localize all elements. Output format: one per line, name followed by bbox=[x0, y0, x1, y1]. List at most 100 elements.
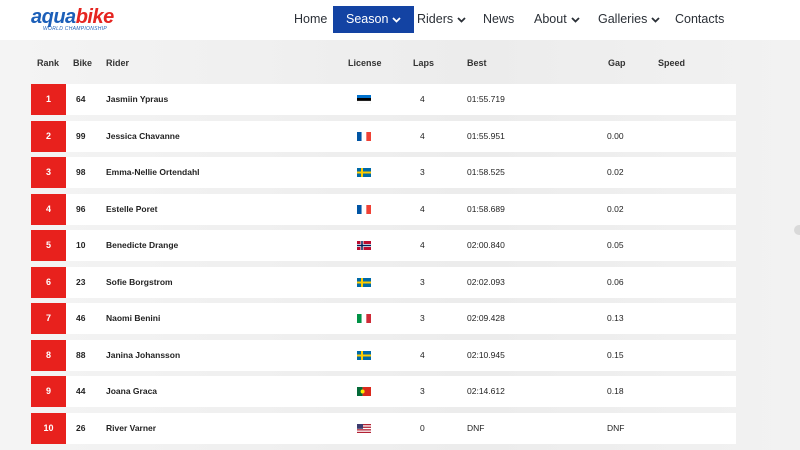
header-license: License bbox=[348, 58, 382, 68]
rider-name[interactable]: River Varner bbox=[106, 422, 157, 433]
rank-badge: 7 bbox=[31, 303, 66, 334]
rank-badge: 4 bbox=[31, 193, 66, 225]
laps-value: 3 bbox=[420, 276, 425, 287]
bike-number: 88 bbox=[76, 349, 86, 360]
laps-value: 4 bbox=[420, 240, 425, 250]
gap-value: 0.02 bbox=[607, 203, 624, 214]
usa-flag bbox=[357, 423, 371, 433]
chevron-down-icon bbox=[392, 17, 402, 23]
nav-item-news[interactable]: News bbox=[483, 12, 515, 26]
best-time: 02:09.428 bbox=[467, 313, 505, 323]
table-row[interactable]: 7 46 Naomi Benini 3 02:09.428 0.13 bbox=[31, 303, 736, 334]
france-flag bbox=[357, 131, 371, 141]
norway-flag bbox=[357, 241, 371, 250]
laps-value: 3 bbox=[420, 167, 425, 177]
top-navigation-bar: aquabike WORLD CHAMPIONSHIP Home Season … bbox=[0, 0, 800, 40]
rank-badge: 9 bbox=[31, 376, 66, 407]
header-laps: Laps bbox=[413, 58, 435, 68]
header-best: Best bbox=[467, 58, 487, 68]
rank-badge: 3 bbox=[31, 157, 66, 188]
aquabike-logo[interactable]: aquabike WORLD CHAMPIONSHIP bbox=[31, 6, 114, 34]
nav-item-galleries[interactable]: Galleries bbox=[598, 6, 660, 33]
nav-item-about[interactable]: About bbox=[534, 6, 580, 33]
best-time: 02:00.840 bbox=[467, 240, 505, 250]
rank-badge: 1 bbox=[31, 84, 66, 115]
sweden-flag bbox=[357, 277, 371, 287]
portugal-flag bbox=[357, 387, 371, 396]
table-row[interactable]: 2 99 Jessica Chavanne 4 01:55.951 0.00 bbox=[31, 120, 736, 152]
rider-name[interactable]: Jasmiin Ypraus bbox=[106, 94, 169, 104]
rider-name[interactable]: Naomi Benini bbox=[106, 313, 161, 323]
bike-number: 99 bbox=[76, 130, 86, 141]
rank-badge: 8 bbox=[31, 339, 66, 371]
logo-subtitle: WORLD CHAMPIONSHIP bbox=[43, 26, 108, 32]
best-time: 01:55.951 bbox=[467, 130, 505, 141]
scroll-handle[interactable] bbox=[794, 225, 800, 235]
main-nav: Home Season Riders News About Galleries … bbox=[0, 0, 800, 40]
table-row[interactable]: 8 88 Janina Johansson 4 02:10.945 0.15 bbox=[31, 339, 736, 371]
rank-badge: 10 bbox=[31, 412, 66, 444]
france-flag bbox=[357, 204, 371, 214]
header-speed: Speed bbox=[658, 58, 686, 68]
rank-badge: 6 bbox=[31, 266, 66, 298]
header-bike: Bike bbox=[73, 58, 93, 68]
table-row[interactable]: 1 64 Jasmiin Ypraus 4 01:55.719 bbox=[31, 84, 736, 115]
rider-name[interactable]: Joana Graca bbox=[106, 386, 158, 396]
bike-number: 46 bbox=[76, 313, 86, 323]
rider-name[interactable]: Estelle Poret bbox=[106, 203, 158, 214]
chevron-down-icon bbox=[457, 17, 466, 23]
bike-number: 23 bbox=[76, 276, 86, 287]
header-gap: Gap bbox=[608, 58, 626, 68]
bike-number: 26 bbox=[76, 422, 86, 433]
sweden-flag bbox=[357, 168, 371, 177]
rider-name[interactable]: Sofie Borgstrom bbox=[106, 276, 173, 287]
laps-value: 3 bbox=[420, 386, 425, 396]
table-row[interactable]: 9 44 Joana Graca 3 02:14.612 0.18 bbox=[31, 376, 736, 407]
best-time: DNF bbox=[467, 422, 485, 433]
nav-item-home[interactable]: Home bbox=[294, 12, 328, 26]
estonia-flag bbox=[357, 95, 371, 104]
header-rider: Rider bbox=[106, 58, 130, 68]
best-time: 02:02.093 bbox=[467, 276, 505, 287]
gap-value: 0.02 bbox=[607, 167, 624, 177]
gap-value: 0.06 bbox=[607, 276, 624, 287]
chevron-down-icon bbox=[571, 17, 580, 23]
nav-item-riders[interactable]: Riders bbox=[417, 6, 466, 33]
laps-value: 4 bbox=[420, 203, 425, 214]
table-row[interactable]: 6 23 Sofie Borgstrom 3 02:02.093 0.06 bbox=[31, 266, 736, 298]
laps-value: 3 bbox=[420, 313, 425, 323]
nav-item-season[interactable]: Season bbox=[333, 6, 415, 33]
gap-value: 0.05 bbox=[607, 240, 624, 250]
gap-value: 0.00 bbox=[607, 130, 624, 141]
italy-flag bbox=[357, 314, 371, 323]
laps-value: 0 bbox=[420, 422, 425, 433]
gap-value: 0.15 bbox=[607, 349, 624, 360]
bike-number: 98 bbox=[76, 167, 86, 177]
rider-name[interactable]: Benedicte Drange bbox=[106, 240, 179, 250]
table-row[interactable]: 4 96 Estelle Poret 4 01:58.689 0.02 bbox=[31, 193, 736, 225]
bike-number: 96 bbox=[76, 203, 86, 214]
bike-number: 64 bbox=[76, 94, 86, 104]
laps-value: 4 bbox=[420, 349, 425, 360]
best-time: 01:58.525 bbox=[467, 167, 505, 177]
rank-badge: 2 bbox=[31, 120, 66, 152]
rider-name[interactable]: Emma-Nellie Ortendahl bbox=[106, 167, 200, 177]
best-time: 01:55.719 bbox=[467, 94, 505, 104]
rider-name[interactable]: Janina Johansson bbox=[106, 349, 181, 360]
gap-value: DNF bbox=[607, 422, 625, 433]
nav-item-contacts[interactable]: Contacts bbox=[675, 12, 725, 26]
laps-value: 4 bbox=[420, 130, 425, 141]
table-row[interactable]: 3 98 Emma-Nellie Ortendahl 3 01:58.525 0.02 bbox=[31, 157, 736, 188]
gap-value: 0.13 bbox=[607, 313, 624, 323]
bike-number: 44 bbox=[76, 386, 86, 396]
table-row[interactable]: 10 26 River Varner 0 DNF DNF bbox=[31, 412, 736, 444]
best-time: 01:58.689 bbox=[467, 203, 505, 214]
best-time: 02:10.945 bbox=[467, 349, 505, 360]
chevron-down-icon bbox=[651, 17, 660, 23]
rank-badge: 5 bbox=[31, 230, 66, 261]
bike-number: 10 bbox=[76, 240, 86, 250]
table-row[interactable]: 5 10 Benedicte Drange 4 02:00.840 0.05 bbox=[31, 230, 736, 261]
rider-name[interactable]: Jessica Chavanne bbox=[106, 130, 180, 141]
sweden-flag bbox=[357, 350, 371, 360]
laps-value: 4 bbox=[420, 94, 425, 104]
